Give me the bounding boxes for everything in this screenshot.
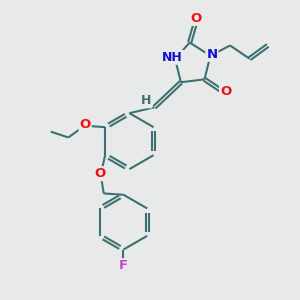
Text: N: N [206,48,218,61]
Text: O: O [190,12,201,25]
Text: NH: NH [162,51,183,64]
Text: O: O [94,167,106,180]
Text: F: F [119,259,128,272]
Text: H: H [141,94,152,107]
Text: O: O [80,118,91,131]
Text: O: O [220,85,231,98]
